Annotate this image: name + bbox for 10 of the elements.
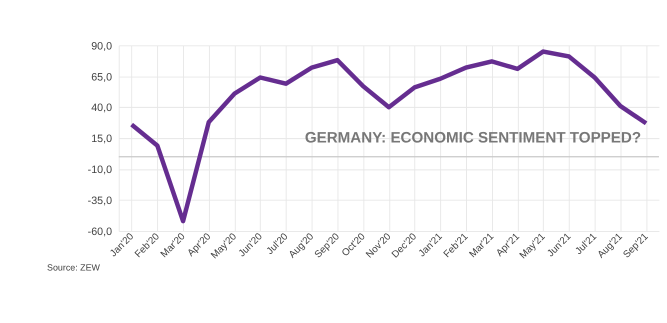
y-tick-label: -60,0 xyxy=(88,226,112,238)
source-note: Source: ZEW xyxy=(47,262,101,273)
y-tick-label: 15,0 xyxy=(91,133,112,146)
y-tick-label: 90,0 xyxy=(91,40,112,52)
y-tick-label: 65,0 xyxy=(91,71,112,84)
annotation: GERMANY: ECONOMIC SENTIMENT TOPPED? xyxy=(304,130,642,147)
y-tick-label: -10,0 xyxy=(88,164,112,176)
y-tick-label: -35,0 xyxy=(88,195,112,208)
y-tick-label: 40,0 xyxy=(91,102,112,114)
line-series xyxy=(129,49,648,224)
